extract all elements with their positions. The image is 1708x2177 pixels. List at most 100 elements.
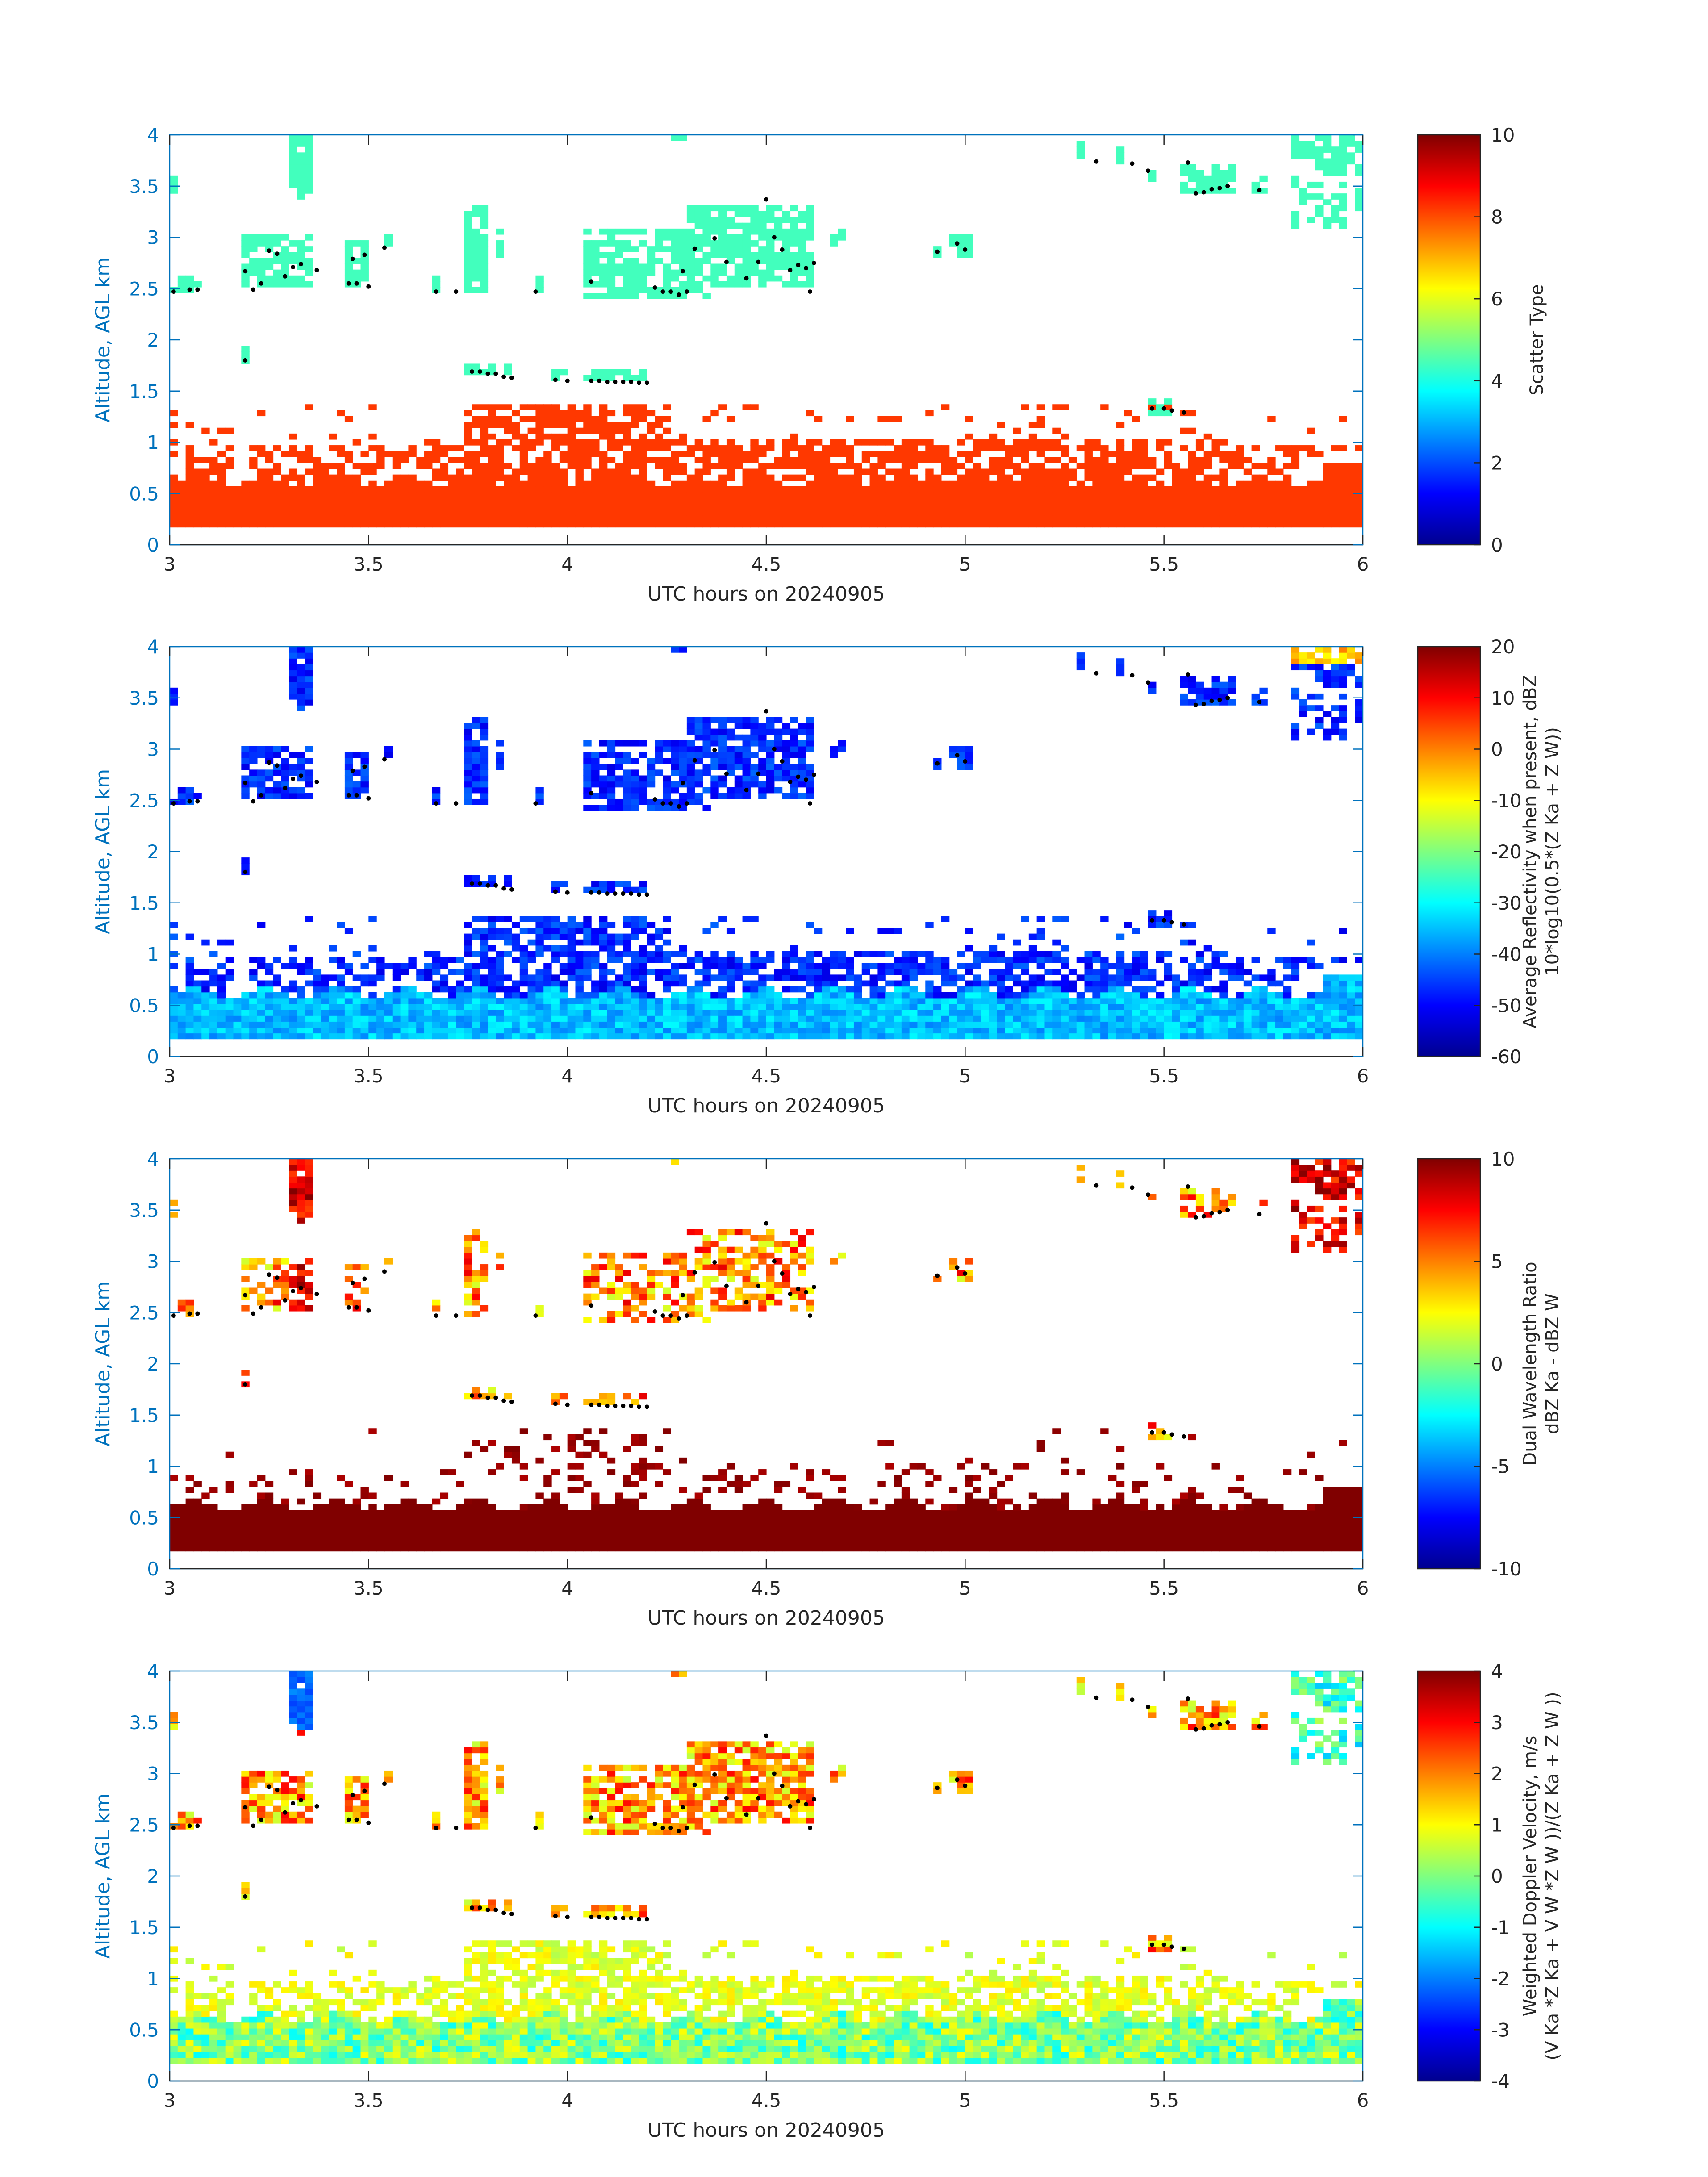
heatmap-cell xyxy=(734,963,743,969)
heatmap-cell xyxy=(607,369,616,376)
heatmap-cell xyxy=(1140,998,1148,1004)
heatmap-cell xyxy=(241,351,250,358)
heatmap-cell xyxy=(1116,480,1125,487)
heatmap-cell xyxy=(249,752,258,758)
heatmap-cell xyxy=(543,498,552,504)
heatmap-cell xyxy=(1188,410,1196,417)
cloud-base-marker xyxy=(692,246,697,251)
heatmap-cell xyxy=(535,969,544,975)
heatmap-cell xyxy=(869,439,878,446)
heatmap-cell xyxy=(368,433,377,440)
heatmap-cell xyxy=(853,980,862,987)
heatmap-cell xyxy=(201,1033,210,1040)
heatmap-cell xyxy=(504,1027,512,1034)
heatmap-cell xyxy=(257,410,266,417)
heatmap-cell xyxy=(472,1010,480,1016)
heatmap-cell xyxy=(249,498,258,504)
heatmap-cell xyxy=(702,787,711,794)
cloud-base-marker xyxy=(589,378,594,383)
heatmap-cell xyxy=(909,498,918,504)
heatmap-cell xyxy=(671,492,679,498)
heatmap-cell xyxy=(806,269,814,276)
heatmap-cell xyxy=(1235,486,1244,493)
heatmap-cell xyxy=(217,939,226,946)
heatmap-cell xyxy=(305,246,313,252)
heatmap-cell xyxy=(798,457,806,463)
heatmap-cell xyxy=(758,1027,767,1034)
heatmap-cell xyxy=(1307,521,1315,528)
heatmap-cell xyxy=(718,916,727,922)
heatmap-cell xyxy=(368,1033,377,1040)
heatmap-cell xyxy=(989,969,998,975)
heatmap-cell xyxy=(170,1033,178,1040)
heatmap-cell xyxy=(631,957,639,963)
heatmap-cell xyxy=(655,998,664,1004)
heatmap-cell xyxy=(631,769,639,776)
heatmap-cell xyxy=(830,963,838,969)
heatmap-cell xyxy=(257,922,266,928)
heatmap-cell xyxy=(1164,1027,1173,1034)
heatmap-cell xyxy=(917,492,926,498)
heatmap-cell xyxy=(631,504,639,510)
heatmap-cell xyxy=(599,515,608,522)
heatmap-cell xyxy=(177,1021,186,1028)
heatmap-cell xyxy=(257,486,266,493)
heatmap-cell xyxy=(1061,1015,1069,1022)
cloud-base-marker xyxy=(382,245,387,250)
heatmap-cell xyxy=(742,740,751,747)
heatmap-cell xyxy=(1267,480,1276,487)
heatmap-cell xyxy=(559,451,568,457)
heatmap-cell xyxy=(933,504,942,510)
x-tick-label: 5 xyxy=(959,553,971,575)
heatmap-cell xyxy=(1211,486,1220,493)
heatmap-cell xyxy=(1211,510,1220,516)
heatmap-cell xyxy=(1100,980,1109,987)
heatmap-cell xyxy=(241,492,250,498)
heatmap-cell xyxy=(313,1015,322,1022)
heatmap-cell xyxy=(321,1027,329,1034)
heatmap-cell xyxy=(472,498,480,504)
heatmap-cell xyxy=(885,480,894,487)
heatmap-cell xyxy=(337,922,345,928)
heatmap-cell xyxy=(1132,974,1140,981)
heatmap-cell xyxy=(193,492,202,498)
colorbar-gradient xyxy=(1417,134,1481,546)
heatmap-cell xyxy=(424,504,433,510)
cloud-base-marker xyxy=(955,241,960,246)
heatmap-cell xyxy=(209,439,218,446)
heatmap-cell xyxy=(1132,463,1140,469)
heatmap-cell xyxy=(718,211,727,217)
heatmap-cell xyxy=(647,1027,656,1034)
heatmap-cell xyxy=(185,980,194,987)
heatmap-cell xyxy=(814,515,823,522)
heatmap-cell xyxy=(448,474,456,481)
heatmap-cell xyxy=(305,1027,313,1034)
heatmap-cell xyxy=(480,998,489,1004)
heatmap-cell xyxy=(432,951,441,957)
heatmap-cell xyxy=(352,1010,361,1016)
heatmap-cell xyxy=(806,1010,814,1016)
heatmap-cell xyxy=(583,269,592,276)
heatmap-cell xyxy=(830,986,838,993)
heatmap-cell xyxy=(806,992,814,999)
heatmap-cell xyxy=(1076,515,1085,522)
heatmap-cell xyxy=(551,439,560,446)
heatmap-cell xyxy=(519,504,528,510)
heatmap-cell xyxy=(225,1021,234,1028)
heatmap-cell xyxy=(408,504,417,510)
heatmap-cell xyxy=(1172,480,1180,487)
heatmap-cell xyxy=(790,474,798,481)
heatmap-cell xyxy=(591,416,600,422)
heatmap-cell xyxy=(726,998,735,1004)
heatmap-cell xyxy=(1140,1027,1148,1034)
heatmap-cell xyxy=(933,445,942,451)
heatmap-cell xyxy=(941,486,950,493)
heatmap-cell xyxy=(631,998,639,1004)
heatmap-cell xyxy=(1228,521,1236,528)
heatmap-cell xyxy=(408,1010,417,1016)
heatmap-cell xyxy=(1044,951,1053,957)
heatmap-cell xyxy=(933,1015,942,1022)
heatmap-cell xyxy=(694,521,703,528)
heatmap-cell xyxy=(456,486,464,493)
heatmap-cell xyxy=(297,480,305,487)
